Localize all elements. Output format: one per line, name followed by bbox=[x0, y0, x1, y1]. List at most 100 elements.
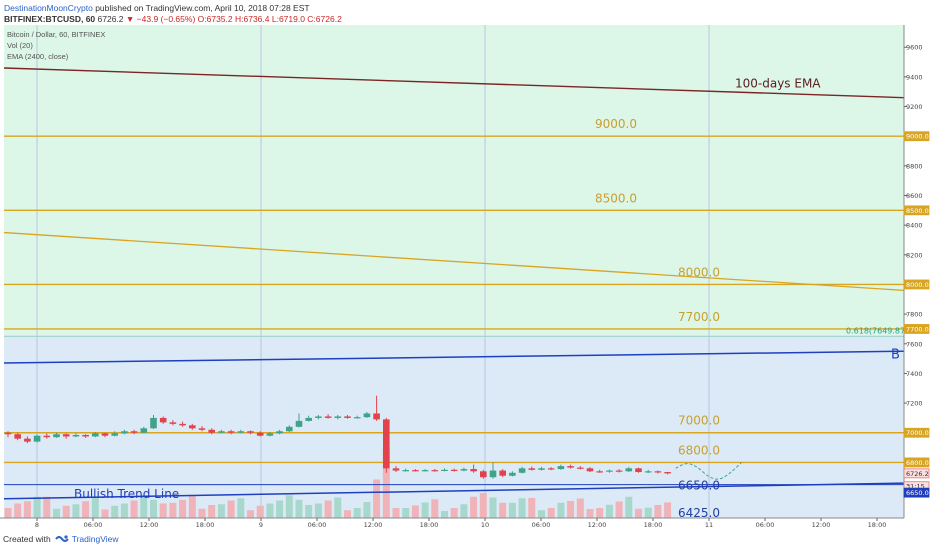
tradingview-icon bbox=[54, 535, 69, 542]
volume-bar bbox=[208, 505, 216, 518]
legend-title: Bitcoin / Dollar, 60, BITFINEX bbox=[7, 30, 106, 39]
candle-body bbox=[353, 417, 361, 419]
candle-body bbox=[24, 438, 31, 442]
candle-body bbox=[150, 417, 157, 429]
x-tick-label: 8 bbox=[35, 521, 39, 529]
descending-trend-line bbox=[3, 231, 905, 292]
x-tick-label: 10 bbox=[481, 521, 489, 529]
volume-bar bbox=[518, 498, 526, 518]
volume-bar bbox=[479, 493, 487, 518]
candle-body bbox=[208, 429, 215, 433]
candle-body bbox=[111, 433, 118, 436]
price-badge-bg bbox=[903, 324, 930, 334]
volume-bar bbox=[586, 509, 594, 518]
level-label: 8500.0 bbox=[595, 191, 637, 205]
candle-body bbox=[412, 470, 419, 472]
volume-bar bbox=[217, 504, 225, 518]
candle-body bbox=[470, 469, 477, 472]
footer: Created with TradingView bbox=[3, 534, 119, 544]
candle-body bbox=[596, 471, 603, 473]
publish-info: DestinationMoonCrypto published on Tradi… bbox=[4, 3, 310, 13]
x-tick-label: 12:00 bbox=[588, 521, 607, 529]
volume-bar bbox=[353, 508, 361, 518]
candle-body bbox=[169, 422, 177, 424]
annotations: 9000.0 8500.0 8000.0 7700.0 7000.0 6800.0 100-… bbox=[74, 76, 908, 520]
x-tick-label: 9 bbox=[259, 521, 263, 529]
candle-body bbox=[644, 471, 652, 473]
volume-bar bbox=[179, 499, 187, 518]
volume-bar bbox=[605, 504, 613, 518]
y-tick-label: 7400 bbox=[906, 370, 923, 378]
y-tick-label: 9400 bbox=[906, 73, 923, 81]
volume-bar bbox=[62, 505, 70, 518]
ema-label: 100-days EMA bbox=[735, 76, 821, 90]
candle-body bbox=[538, 468, 545, 470]
candle-body bbox=[82, 434, 89, 437]
blue-line-label: B bbox=[891, 348, 900, 363]
candle-body bbox=[664, 472, 671, 474]
volume-bar bbox=[169, 502, 177, 518]
volume-bar bbox=[392, 508, 400, 518]
y-tick-label: 7200 bbox=[906, 400, 923, 408]
author-link[interactable]: DestinationMoonCrypto bbox=[4, 3, 93, 13]
volume-bar bbox=[4, 508, 12, 518]
candle-body bbox=[480, 471, 487, 478]
current-price: 6726.2 bbox=[97, 14, 124, 24]
tradingview-brand: TradingView bbox=[71, 534, 119, 544]
volume-bar bbox=[227, 500, 235, 518]
volume-bar bbox=[528, 497, 536, 518]
candle-body bbox=[189, 425, 196, 429]
y-tick-label: 7800 bbox=[906, 311, 923, 319]
legend-volume: Vol (20) bbox=[7, 41, 33, 50]
candle-body bbox=[392, 468, 400, 471]
volume-bar bbox=[33, 496, 41, 518]
volume-bar bbox=[120, 503, 128, 518]
candle-body bbox=[586, 468, 594, 472]
tradingview-logo[interactable]: TradingView bbox=[54, 534, 119, 544]
x-tick-label: 06:00 bbox=[308, 521, 327, 529]
candle-body bbox=[101, 433, 109, 436]
volume-bar bbox=[402, 508, 410, 518]
candle-body bbox=[547, 468, 555, 470]
candle-body bbox=[402, 470, 409, 472]
time-axis-bg bbox=[0, 518, 932, 530]
bullish-trend-line bbox=[3, 482, 905, 500]
level-label: 8000.0 bbox=[678, 265, 720, 279]
volume-bar bbox=[547, 508, 555, 518]
volume-bar bbox=[460, 504, 468, 518]
upper-zone bbox=[4, 25, 904, 335]
candle-body bbox=[179, 423, 186, 426]
level-label: 7000.0 bbox=[678, 414, 720, 428]
volume-bar bbox=[664, 502, 672, 518]
candle-body bbox=[373, 413, 380, 420]
label-6425: 6425.0 bbox=[678, 506, 720, 520]
volume-bar bbox=[53, 508, 60, 518]
price-badge-label: 8500.0 bbox=[906, 207, 929, 215]
legend-ema: EMA (2400, close) bbox=[7, 52, 69, 61]
x-tick-label: 18:00 bbox=[644, 521, 663, 529]
volume-bar bbox=[295, 499, 303, 518]
price-badge-label: 7700.0 bbox=[906, 325, 929, 333]
volume-bar bbox=[654, 505, 662, 518]
volume-bar bbox=[538, 510, 545, 518]
price-badge-bg bbox=[903, 131, 930, 142]
candle-body bbox=[237, 431, 245, 433]
candle-body bbox=[198, 428, 206, 430]
candle-body bbox=[606, 470, 613, 472]
volume-bar bbox=[150, 499, 157, 518]
level-label: 7700.0 bbox=[678, 310, 720, 324]
volume-bar bbox=[567, 500, 575, 518]
candle-body bbox=[295, 420, 303, 427]
volume-bar bbox=[363, 502, 371, 518]
price-badge-bg bbox=[903, 468, 930, 479]
level-label: 9000.0 bbox=[595, 117, 637, 131]
y-tick-label: 8800 bbox=[906, 162, 923, 170]
price-chart[interactable]: 9000.0 8500.0 8000.0 7700.0 7000.0 6800.0 100-… bbox=[0, 0, 932, 530]
volume-bar bbox=[111, 505, 119, 518]
candle-body bbox=[528, 468, 536, 470]
price-badge-bg bbox=[903, 427, 930, 438]
candle-body bbox=[557, 466, 565, 470]
candle-body bbox=[635, 468, 642, 473]
label-6650: 6650.0 bbox=[678, 479, 720, 493]
y-tick-label: 8600 bbox=[906, 192, 923, 200]
